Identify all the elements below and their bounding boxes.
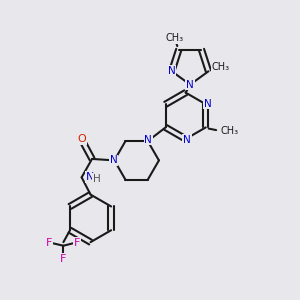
Text: CH₃: CH₃ <box>212 62 230 72</box>
Text: N: N <box>110 155 118 165</box>
Text: N: N <box>168 66 176 76</box>
Text: N: N <box>86 172 94 182</box>
Text: CH₃: CH₃ <box>165 33 183 43</box>
Text: F: F <box>60 254 67 264</box>
Text: N: N <box>186 80 194 90</box>
Text: N: N <box>183 135 191 145</box>
Text: N: N <box>145 135 152 145</box>
Text: F: F <box>74 238 80 248</box>
Text: N: N <box>204 99 212 109</box>
Text: H: H <box>93 174 101 184</box>
Text: CH₃: CH₃ <box>220 126 239 136</box>
Text: F: F <box>46 238 52 248</box>
Text: O: O <box>78 134 87 144</box>
